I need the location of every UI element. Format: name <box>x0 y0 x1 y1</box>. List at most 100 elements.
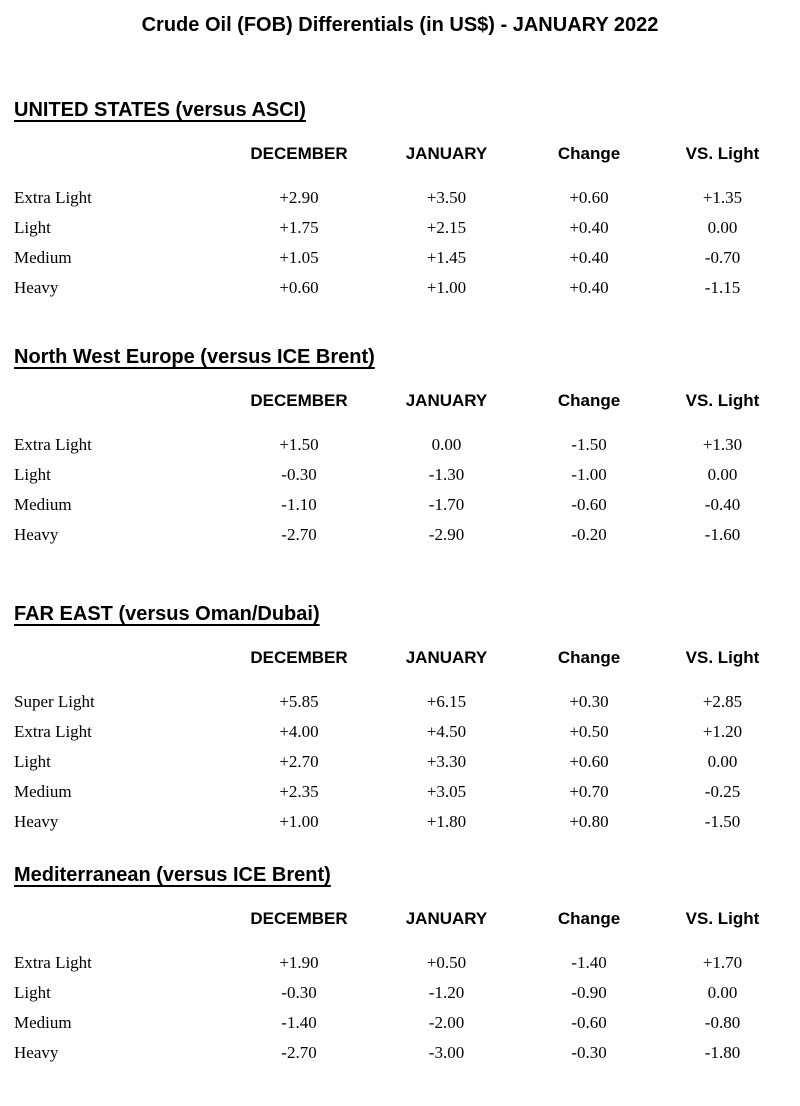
table-row: Heavy +0.60 +1.00 +0.40 -1.15 <box>14 278 786 308</box>
value-cell: +1.70 <box>702 953 743 972</box>
column-header: VS. Light <box>685 909 760 928</box>
value-cell: 0.00 <box>431 435 462 454</box>
column-header: JANUARY <box>405 144 488 163</box>
value-cell: -0.80 <box>704 1013 741 1032</box>
table-rows: Super Light +5.85 +6.15 +0.30 +2.85 Extra Lig… <box>14 692 786 842</box>
value-cell: -2.00 <box>428 1013 465 1032</box>
table-row: Heavy -2.70 -2.90 -0.20 -1.60 <box>14 525 786 555</box>
value-cell: -3.00 <box>428 1043 465 1062</box>
value-cell: -1.20 <box>428 983 465 1002</box>
value-cell: -2.70 <box>281 1043 317 1062</box>
row-label: Heavy <box>14 278 59 297</box>
column-header: Change <box>557 391 621 410</box>
row-label: Light <box>14 218 51 237</box>
value-cell: -1.50 <box>571 435 607 454</box>
value-cell: -1.80 <box>704 1043 741 1062</box>
value-cell: +2.15 <box>426 218 467 237</box>
value-cell: -1.30 <box>428 465 465 484</box>
value-cell: 0.00 <box>707 983 738 1002</box>
value-cell: -0.30 <box>571 1043 607 1062</box>
value-cell: +0.40 <box>569 278 609 297</box>
table-rows: Extra Light +1.90 +0.50 -1.40 +1.70 Light -0.3… <box>14 953 786 1073</box>
table-row: Light -0.30 -1.20 -0.90 0.00 <box>14 983 786 1013</box>
column-header: DECEMBER <box>250 391 348 410</box>
value-cell: -1.40 <box>571 953 607 972</box>
value-cell: -1.50 <box>704 812 741 831</box>
value-cell: +2.70 <box>279 752 319 771</box>
value-cell: +1.75 <box>279 218 319 237</box>
table-rows: Extra Light +2.90 +3.50 +0.60 +1.35 Light +1.7… <box>14 188 786 308</box>
column-header: Change <box>557 909 621 928</box>
column-header-row: DECEMBER JANUARY Change VS. Light <box>14 909 786 933</box>
value-cell: +2.90 <box>279 188 319 207</box>
row-label: Light <box>14 983 51 1002</box>
row-label: Medium <box>14 1013 72 1032</box>
value-cell: +1.00 <box>426 278 467 297</box>
row-label: Heavy <box>14 812 59 831</box>
row-label: Light <box>14 465 51 484</box>
value-cell: +2.85 <box>702 692 743 711</box>
value-cell: +0.50 <box>569 722 609 741</box>
table-row: Extra Light +4.00 +4.50 +0.50 +1.20 <box>14 722 786 752</box>
column-header: JANUARY <box>405 909 488 928</box>
table-row: Extra Light +1.50 0.00 -1.50 +1.30 <box>14 435 786 465</box>
table-row: Medium +2.35 +3.05 +0.70 -0.25 <box>14 782 786 812</box>
value-cell: 0.00 <box>707 752 738 771</box>
row-label: Super Light <box>14 692 95 711</box>
column-header: Change <box>557 144 621 163</box>
value-cell: +0.60 <box>569 752 609 771</box>
value-cell: -1.15 <box>704 278 741 297</box>
column-header-row: DECEMBER JANUARY Change VS. Light <box>14 391 786 415</box>
value-cell: -0.90 <box>571 983 607 1002</box>
value-cell: -0.20 <box>571 525 607 544</box>
section-north-west-europe: North West Europe (versus ICE Brent) DEC… <box>14 346 786 555</box>
table-row: Medium -1.40 -2.00 -0.60 -0.80 <box>14 1013 786 1043</box>
table-row: Light -0.30 -1.30 -1.00 0.00 <box>14 465 786 495</box>
value-cell: +3.50 <box>426 188 467 207</box>
row-label: Heavy <box>14 525 59 544</box>
value-cell: +4.00 <box>279 722 319 741</box>
column-header: VS. Light <box>685 144 760 163</box>
column-header: DECEMBER <box>250 909 348 928</box>
value-cell: -0.60 <box>571 1013 607 1032</box>
value-cell: -2.70 <box>281 525 317 544</box>
section-united-states: UNITED STATES (versus ASCI) DECEMBER JANU… <box>14 99 786 308</box>
row-label: Extra Light <box>14 722 92 741</box>
section-heading: UNITED STATES (versus ASCI) <box>14 99 306 121</box>
column-header: VS. Light <box>685 391 760 410</box>
value-cell: +0.60 <box>279 278 319 297</box>
section-mediterranean: Mediterranean (versus ICE Brent) DECEMBE… <box>14 864 786 1073</box>
value-cell: -1.70 <box>428 495 465 514</box>
value-cell: +0.60 <box>569 188 609 207</box>
value-cell: -1.00 <box>571 465 607 484</box>
value-cell: +1.45 <box>426 248 467 267</box>
column-header: DECEMBER <box>250 144 348 163</box>
value-cell: +0.80 <box>569 812 609 831</box>
value-cell: -0.30 <box>281 465 317 484</box>
value-cell: -1.40 <box>281 1013 317 1032</box>
value-cell: -1.60 <box>704 525 741 544</box>
row-label: Heavy <box>14 1043 59 1062</box>
value-cell: -0.60 <box>571 495 607 514</box>
section-far-east: FAR EAST (versus Oman/Dubai) DECEMBER JAN… <box>14 603 786 842</box>
table-row: Heavy +1.00 +1.80 +0.80 -1.50 <box>14 812 786 842</box>
value-cell: 0.00 <box>707 465 738 484</box>
value-cell: +1.20 <box>702 722 743 741</box>
table-row: Medium -1.10 -1.70 -0.60 -0.40 <box>14 495 786 525</box>
value-cell: +0.50 <box>426 953 467 972</box>
column-header: JANUARY <box>405 391 488 410</box>
value-cell: +3.05 <box>426 782 467 801</box>
value-cell: +1.00 <box>279 812 319 831</box>
value-cell: -0.40 <box>704 495 741 514</box>
value-cell: +0.30 <box>569 692 609 711</box>
value-cell: +4.50 <box>426 722 467 741</box>
table-row: Super Light +5.85 +6.15 +0.30 +2.85 <box>14 692 786 722</box>
value-cell: 0.00 <box>707 218 738 237</box>
value-cell: +0.70 <box>569 782 609 801</box>
row-label: Medium <box>14 248 72 267</box>
value-cell: +1.35 <box>702 188 743 207</box>
value-cell: -0.25 <box>704 782 741 801</box>
column-header-row: DECEMBER JANUARY Change VS. Light <box>14 648 786 672</box>
value-cell: +1.50 <box>279 435 319 454</box>
